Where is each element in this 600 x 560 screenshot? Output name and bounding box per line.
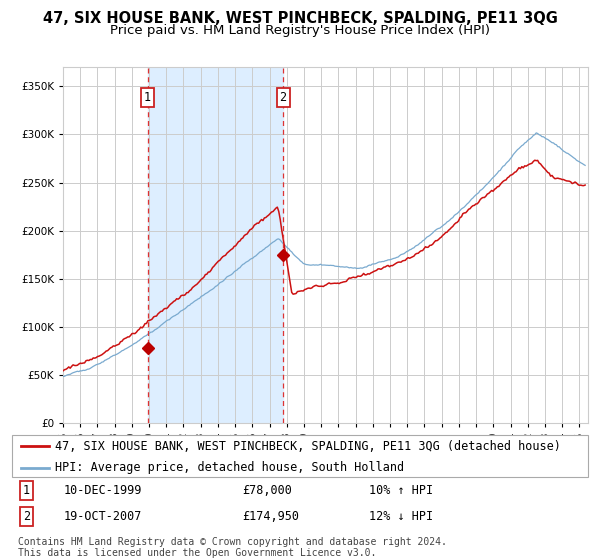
Text: 47, SIX HOUSE BANK, WEST PINCHBECK, SPALDING, PE11 3QG (detached house): 47, SIX HOUSE BANK, WEST PINCHBECK, SPAL…	[55, 440, 561, 453]
Text: 19-OCT-2007: 19-OCT-2007	[64, 510, 142, 524]
Text: HPI: Average price, detached house, South Holland: HPI: Average price, detached house, Sout…	[55, 461, 404, 474]
Text: 12% ↓ HPI: 12% ↓ HPI	[369, 510, 433, 524]
Bar	[148, 67, 283, 423]
Text: 1: 1	[144, 91, 151, 104]
Text: 10% ↑ HPI: 10% ↑ HPI	[369, 484, 433, 497]
Text: 2: 2	[23, 510, 30, 524]
Text: Price paid vs. HM Land Registry's House Price Index (HPI): Price paid vs. HM Land Registry's House …	[110, 24, 490, 36]
Text: 10-DEC-1999: 10-DEC-1999	[64, 484, 142, 497]
Text: 2: 2	[280, 91, 287, 104]
Text: 47, SIX HOUSE BANK, WEST PINCHBECK, SPALDING, PE11 3QG: 47, SIX HOUSE BANK, WEST PINCHBECK, SPAL…	[43, 11, 557, 26]
Text: 1: 1	[23, 484, 30, 497]
Text: £78,000: £78,000	[242, 484, 292, 497]
Text: £174,950: £174,950	[242, 510, 299, 524]
Text: Contains HM Land Registry data © Crown copyright and database right 2024.
This d: Contains HM Land Registry data © Crown c…	[18, 536, 447, 558]
